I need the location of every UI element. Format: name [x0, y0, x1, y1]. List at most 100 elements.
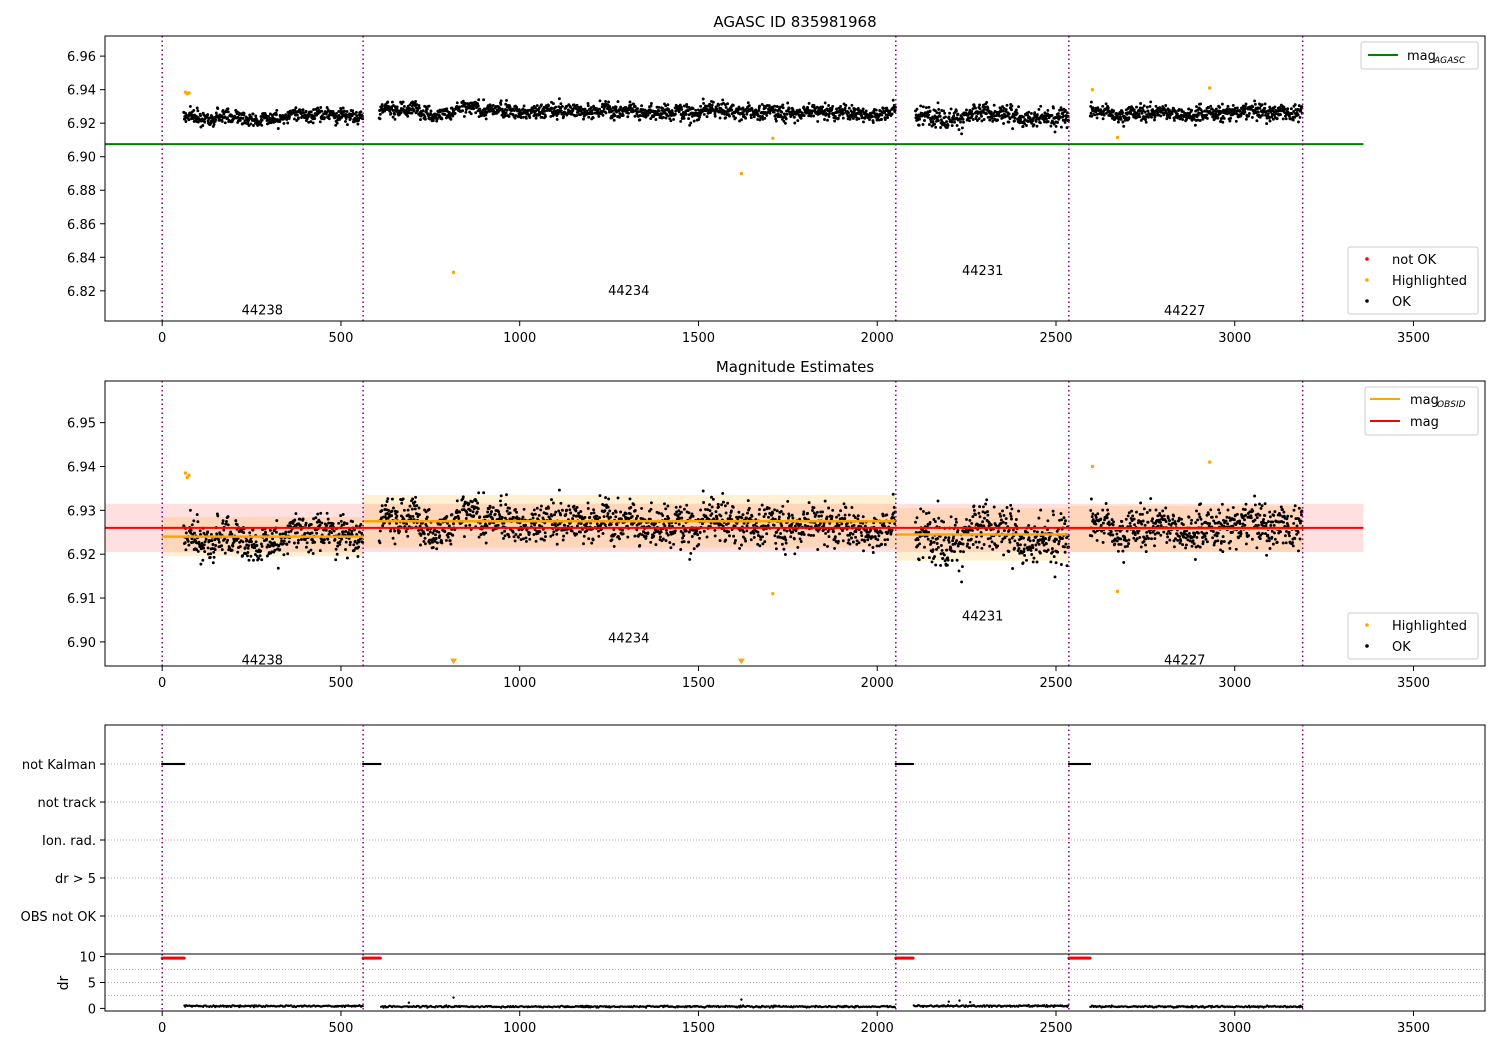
ok-point	[942, 538, 946, 542]
ok-point	[604, 496, 608, 500]
ok-point	[837, 513, 841, 517]
ok-point	[1216, 113, 1220, 117]
ok-point	[783, 553, 787, 556]
ok-point	[428, 541, 432, 545]
ok-point	[992, 103, 996, 107]
ok-point	[344, 548, 347, 551]
ok-point	[350, 529, 354, 533]
ok-point	[387, 512, 391, 516]
ok-point	[1060, 108, 1064, 112]
ok-point	[312, 114, 316, 118]
ok-point	[348, 117, 352, 121]
legend-dot-swatch	[1365, 257, 1369, 261]
ok-point	[449, 117, 453, 121]
ok-point	[295, 113, 299, 117]
ok-point	[1207, 106, 1210, 110]
ok-point	[323, 538, 326, 542]
ok-point	[192, 519, 196, 523]
ok-point	[238, 545, 242, 549]
ok-point	[708, 102, 712, 106]
ok-point	[718, 116, 722, 120]
ok-point	[918, 117, 922, 121]
ok-point	[831, 508, 835, 512]
ok-point	[1143, 110, 1147, 114]
ok-point	[490, 510, 493, 514]
ok-point	[1225, 107, 1229, 111]
ok-point	[787, 514, 791, 518]
ok-point	[419, 118, 422, 122]
ok-point	[1095, 116, 1099, 120]
ok-point	[1172, 118, 1176, 122]
ok-point	[255, 118, 259, 122]
ok-point	[760, 102, 764, 106]
ok-point	[1166, 115, 1170, 119]
ok-point	[410, 111, 414, 115]
ok-point	[438, 110, 442, 114]
ok-point	[216, 107, 220, 110]
ok-point	[945, 120, 949, 124]
ok-point	[756, 117, 760, 121]
ok-point	[621, 528, 624, 532]
ok-point	[1021, 125, 1025, 128]
ok-point	[1268, 119, 1272, 123]
ok-point	[740, 118, 743, 122]
ok-point	[985, 100, 989, 104]
ok-point	[258, 554, 262, 558]
ok-point	[609, 522, 613, 526]
ok-point	[950, 559, 954, 562]
ok-point	[300, 538, 303, 541]
ok-point	[1001, 509, 1004, 513]
ok-point	[745, 524, 749, 528]
ok-point	[636, 514, 639, 518]
ok-point	[779, 510, 783, 513]
ok-point	[806, 511, 810, 515]
ok-point	[260, 123, 264, 127]
ok-point	[980, 114, 983, 118]
ok-point	[657, 511, 661, 515]
ok-point	[612, 118, 616, 122]
ok-point	[304, 109, 308, 113]
ok-point	[959, 120, 962, 124]
ok-point	[886, 538, 890, 542]
ok-point	[1002, 106, 1006, 110]
ok-point	[744, 516, 748, 520]
ok-point	[955, 124, 959, 127]
ok-point	[517, 517, 521, 521]
ok-point	[824, 531, 828, 535]
ok-point	[312, 108, 316, 112]
ok-point	[318, 523, 322, 527]
ok-point	[668, 541, 672, 545]
ok-point	[581, 112, 585, 116]
ok-point	[831, 104, 835, 108]
ok-point	[951, 539, 955, 543]
ok-point	[658, 535, 662, 539]
ok-point	[791, 109, 795, 113]
ok-point	[758, 104, 761, 108]
ok-point	[597, 114, 601, 118]
ok-point	[773, 104, 777, 108]
ok-point	[196, 549, 200, 553]
ok-point	[1211, 115, 1215, 119]
ok-point	[626, 115, 630, 119]
ok-point	[324, 528, 328, 532]
ok-point	[392, 109, 396, 112]
ok-point	[417, 528, 421, 532]
ok-point	[871, 551, 875, 554]
ok-point	[393, 529, 397, 533]
ok-point	[881, 107, 885, 110]
ok-point	[414, 99, 418, 103]
ok-point	[462, 114, 466, 118]
ok-point	[949, 546, 953, 550]
agasc-magnitude-panel: AGASC ID 835981968 442384423444231442270…	[67, 13, 1486, 346]
ok-point	[524, 523, 528, 527]
ok-point	[356, 122, 360, 126]
ok-point	[572, 504, 576, 508]
ok-point	[1263, 106, 1267, 110]
ok-point	[702, 112, 706, 116]
ok-point	[307, 550, 311, 554]
ok-point	[445, 107, 449, 111]
ok-point	[1028, 116, 1032, 120]
ok-point	[663, 502, 666, 506]
ok-point	[214, 111, 218, 115]
ok-point	[851, 540, 855, 544]
